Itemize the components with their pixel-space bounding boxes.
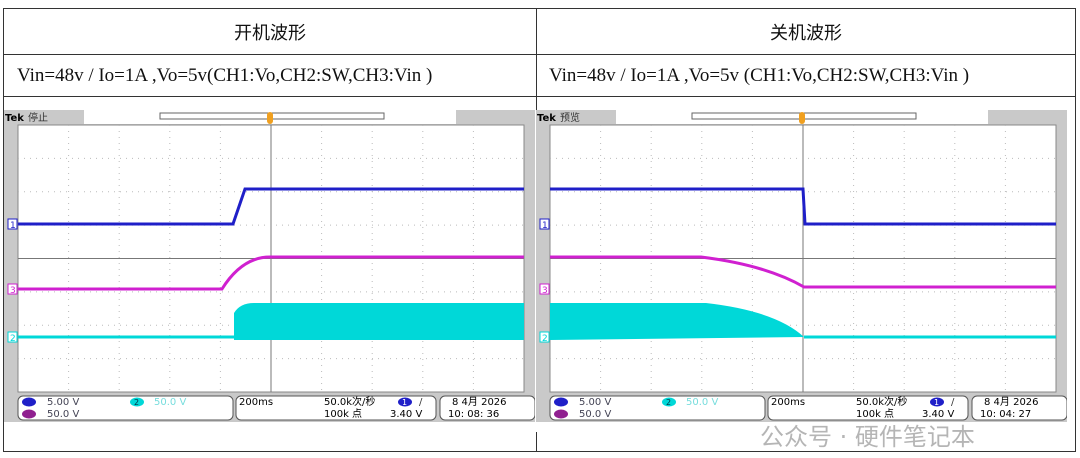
- channel-marker-3: [7, 283, 18, 295]
- trigger-source-badge: [930, 397, 944, 407]
- channel-settings-box: [17, 395, 234, 421]
- timebase: 200ms: [239, 397, 273, 408]
- ch1-vo-trace: [550, 187, 1056, 226]
- channel-marker-3: [539, 283, 550, 295]
- sample-rate: 50.0k次/秒: [856, 395, 907, 408]
- ch2-badge-label: 2: [666, 398, 671, 407]
- ch2-sw-trace: [234, 303, 524, 340]
- ch2-badge: [662, 397, 676, 407]
- ch2-scale: 50.0 V: [154, 397, 186, 408]
- trigger-position-marker: [267, 112, 273, 124]
- ch3-scale: 50.0 V: [579, 409, 611, 420]
- ch2-badge: [130, 397, 144, 407]
- oscilloscope-screen-power-off: Tek 预览 1 3 2 5.00 V 50.0 V 2 50.0 V 200ms 50.0k次/秒…: [536, 102, 1067, 432]
- trigger-slope-icon: /: [419, 397, 423, 408]
- comparison-table: 开机波形 关机波形 Vin=48v / Io=1A ,Vo=5v(CH1:Vo,…: [3, 8, 1076, 452]
- panel-title-right: 关机波形: [770, 22, 842, 44]
- channel-marker-label: 2: [10, 334, 16, 344]
- condition-left: Vin=48v / Io=1A ,Vo=5v(CH1:Vo,CH2:SW,CH3…: [17, 64, 433, 86]
- record-length: 100k 点: [856, 408, 894, 420]
- ch3-scale: 50.0 V: [47, 409, 79, 420]
- screen-bottom: [536, 422, 1067, 432]
- ch3-badge: [22, 409, 36, 419]
- trigger-position-marker: [799, 112, 805, 124]
- ch3-badge: [554, 409, 568, 419]
- datetime-box: [439, 395, 535, 421]
- channel-marker-label: 3: [10, 286, 16, 296]
- date: 8 4月 2026: [452, 396, 507, 408]
- ch1-badge: [554, 397, 568, 407]
- channel-marker-label: 1: [542, 221, 548, 231]
- ch3-vin-trace: [18, 255, 524, 291]
- trigger-source: 1: [402, 398, 407, 407]
- time: 10: 04: 27: [980, 409, 1031, 420]
- trigger-slope-icon: /: [951, 397, 955, 408]
- channel-marker-1: [539, 218, 550, 230]
- ch2-scale: 50.0 V: [686, 397, 718, 408]
- ch3-vin-trace: [550, 255, 1056, 289]
- timebase-box: [767, 395, 969, 421]
- ch2-badge-label: 2: [134, 398, 139, 407]
- channel-settings-box: [549, 395, 766, 421]
- time: 10: 08: 36: [448, 409, 499, 420]
- sample-rate: 50.0k次/秒: [324, 395, 375, 408]
- ch1-vo-trace: [18, 187, 524, 226]
- trigger-level: 3.40 V: [922, 409, 954, 420]
- trigger-level: 3.40 V: [390, 409, 422, 420]
- row-divider: [4, 96, 1075, 97]
- datetime-box: [971, 395, 1067, 421]
- channel-marker-2: [539, 331, 550, 343]
- ch1-scale: 5.00 V: [47, 397, 79, 408]
- brand-label: Tek: [537, 113, 556, 124]
- channel-marker-1: [7, 218, 18, 230]
- brand-label: Tek: [5, 113, 24, 124]
- channel-marker-label: 1: [10, 221, 16, 231]
- trigger-source-badge: [398, 397, 412, 407]
- date: 8 4月 2026: [984, 396, 1039, 408]
- acquisition-state: 停止: [28, 111, 48, 124]
- timebase-box: [235, 395, 437, 421]
- channel-marker-label: 3: [542, 286, 548, 296]
- panel-title-left: 开机波形: [234, 22, 306, 44]
- screen-bottom: [4, 422, 535, 432]
- record-length: 100k 点: [324, 408, 362, 420]
- row-divider: [4, 54, 1075, 55]
- channel-marker-label: 2: [542, 334, 548, 344]
- ch2-sw-trace: [550, 303, 804, 340]
- channel-marker-2: [7, 331, 18, 343]
- condition-right: Vin=48v / Io=1A ,Vo=5v (CH1:Vo,CH2:SW,CH…: [549, 64, 970, 86]
- acquisition-state: 预览: [560, 111, 580, 124]
- watermark: 公众号 · 硬件笔记本: [760, 423, 975, 451]
- timebase: 200ms: [771, 397, 805, 408]
- oscilloscope-screen-power-on: Tek 停止 1 3 2 5.00 V 50.0 V 2 50.0 V 200ms 50.0k次/秒…: [4, 102, 535, 432]
- ch1-badge: [22, 397, 36, 407]
- trigger-source: 1: [934, 398, 939, 407]
- ch1-scale: 5.00 V: [579, 397, 611, 408]
